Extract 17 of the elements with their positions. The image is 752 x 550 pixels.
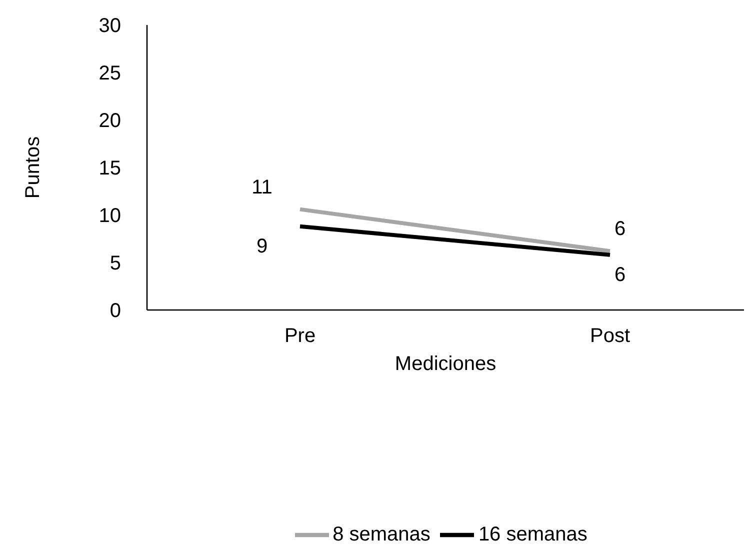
x-tick-label: Pre xyxy=(284,325,316,348)
y-tick-label: 0 xyxy=(110,300,121,322)
x-axis-title: Mediciones xyxy=(394,353,496,375)
y-tick-label: 20 xyxy=(98,110,121,132)
x-tick-label: Post xyxy=(590,325,630,348)
y-tick-label: 5 xyxy=(110,252,121,275)
data-label: 11 xyxy=(252,176,272,198)
y-tick-label: 15 xyxy=(98,158,121,180)
legend-label: 8 semanas xyxy=(332,523,430,546)
data-label: 9 xyxy=(256,235,268,258)
y-tick-label: 30 xyxy=(98,15,121,38)
y-axis-title: Puntos xyxy=(22,136,44,199)
legend-label: 16 semanas xyxy=(478,523,588,546)
y-tick-label: 25 xyxy=(98,62,121,85)
data-label: 6 xyxy=(614,218,626,240)
y-tick-label: 10 xyxy=(98,205,121,228)
data-label: 6 xyxy=(614,264,626,286)
